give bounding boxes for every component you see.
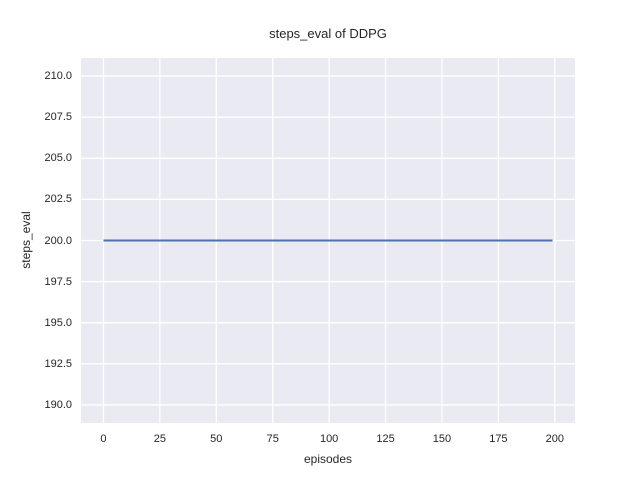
y-tick-label: 195.0 <box>44 316 72 329</box>
x-axis-label: episodes <box>303 452 353 466</box>
x-tick-label: 175 <box>489 433 508 445</box>
y-tick-label: 192.5 <box>44 357 72 370</box>
y-tick-label: 197.5 <box>44 275 72 288</box>
plot-canvas <box>81 58 575 423</box>
x-tick-label: 125 <box>376 433 395 445</box>
x-tick-label: 75 <box>266 433 279 445</box>
y-tick-label: 210.0 <box>44 70 72 83</box>
x-tick-label: 100 <box>319 433 339 445</box>
plot-area <box>81 58 575 423</box>
x-tick-label: 150 <box>432 433 452 445</box>
y-tick-label: 202.5 <box>44 193 72 206</box>
y-tick-label: 207.5 <box>44 111 72 124</box>
y-tick-label: 205.0 <box>44 152 72 165</box>
y-tick-label: 190.0 <box>44 398 72 411</box>
x-tick-label: 200 <box>545 433 564 445</box>
chart-title: steps_eval of DDPG <box>269 26 387 41</box>
y-tick-label: 200.0 <box>44 234 72 247</box>
x-tick-label: 25 <box>153 433 166 445</box>
x-tick-label: 0 <box>100 433 107 445</box>
x-tick-label: 50 <box>210 433 223 445</box>
